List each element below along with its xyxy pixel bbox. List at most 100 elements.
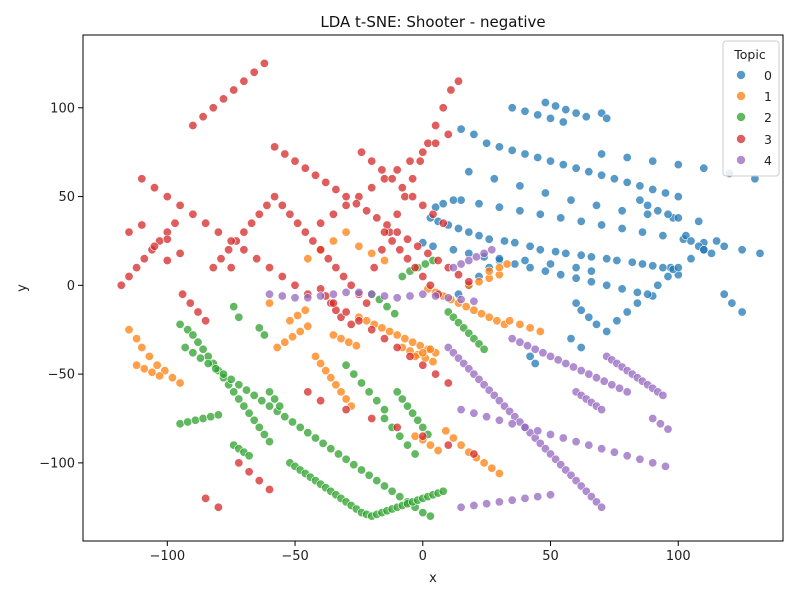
point-topic-4 (622, 387, 632, 397)
point-topic-0 (556, 213, 566, 223)
point-topic-0 (663, 271, 673, 281)
point-topic-3 (264, 484, 274, 494)
point-topic-2 (356, 378, 366, 388)
point-topic-0 (584, 167, 594, 177)
series-topic-4 (264, 245, 673, 512)
point-topic-3 (354, 316, 364, 326)
point-topic-3 (446, 85, 456, 95)
point-topic-1 (132, 360, 142, 370)
point-topic-4 (561, 358, 571, 368)
point-topic-3 (428, 209, 438, 219)
point-topic-4 (469, 296, 479, 306)
point-topic-2 (188, 330, 198, 340)
point-topic-0 (663, 209, 673, 219)
point-topic-3 (433, 255, 443, 265)
point-topic-2 (249, 415, 259, 425)
point-topic-1 (300, 305, 310, 315)
point-topic-3 (377, 165, 387, 175)
point-topic-0 (648, 185, 658, 195)
point-topic-0 (727, 298, 737, 308)
point-topic-0 (448, 195, 458, 205)
point-topic-4 (456, 405, 466, 415)
point-topic-1 (303, 254, 313, 264)
point-topic-2 (364, 470, 374, 480)
point-topic-2 (198, 344, 208, 354)
point-topic-3 (438, 218, 448, 228)
point-topic-0 (586, 266, 596, 276)
point-topic-4 (456, 502, 466, 512)
point-topic-0 (520, 255, 530, 265)
point-topic-4 (545, 351, 555, 361)
point-topic-2 (211, 364, 221, 374)
point-topic-2 (413, 415, 423, 425)
point-topic-3 (418, 271, 428, 281)
point-topic-4 (469, 408, 479, 418)
point-topic-0 (489, 174, 499, 184)
point-topic-3 (395, 245, 405, 255)
point-topic-3 (453, 270, 463, 280)
point-topic-4 (635, 454, 645, 464)
point-topic-3 (328, 209, 338, 219)
point-topic-3 (379, 227, 389, 237)
point-topic-1 (303, 321, 313, 331)
point-topic-1 (492, 316, 502, 326)
point-topic-2 (341, 454, 351, 464)
point-topic-4 (530, 344, 540, 354)
legend-marker-2 (736, 112, 746, 122)
point-topic-1 (144, 351, 154, 361)
point-topic-4 (471, 252, 481, 262)
point-topic-1 (456, 440, 466, 450)
point-topic-2 (372, 476, 382, 486)
point-topic-2 (420, 259, 430, 269)
point-topic-4 (469, 500, 479, 510)
point-topic-2 (364, 387, 374, 397)
point-topic-3 (219, 94, 229, 104)
point-topic-3 (162, 234, 172, 244)
point-topic-3 (418, 360, 428, 370)
point-topic-4 (533, 426, 543, 436)
point-topic-2 (193, 337, 203, 347)
point-topic-2 (198, 413, 208, 423)
point-topic-0 (632, 287, 642, 297)
point-topic-2 (219, 369, 229, 379)
point-topic-0 (653, 206, 663, 216)
point-topic-0 (520, 106, 530, 116)
point-topic-4 (456, 294, 466, 304)
point-topic-4 (607, 380, 617, 390)
point-topic-3 (201, 493, 211, 503)
point-topic-3 (310, 170, 320, 180)
point-topic-1 (341, 394, 351, 404)
point-topic-1 (331, 380, 341, 390)
point-topic-3 (408, 192, 418, 202)
point-topic-2 (244, 451, 254, 461)
point-topic-3 (316, 396, 326, 406)
point-topic-0 (561, 248, 571, 258)
point-topic-1 (448, 433, 458, 443)
point-topic-4 (658, 390, 668, 400)
point-topic-2 (264, 401, 274, 411)
point-topic-3 (423, 248, 433, 258)
point-topic-0 (566, 195, 576, 205)
point-topic-0 (484, 234, 494, 244)
point-topic-3 (277, 200, 287, 210)
point-topic-4 (576, 366, 586, 376)
point-topic-2 (234, 312, 244, 322)
point-topic-2 (379, 481, 389, 491)
point-topic-2 (264, 437, 274, 447)
point-topic-1 (139, 364, 149, 374)
point-topic-0 (535, 245, 545, 255)
point-topic-3 (392, 422, 402, 432)
point-topic-0 (637, 259, 647, 269)
point-topic-0 (635, 195, 645, 205)
point-topic-1 (341, 227, 351, 237)
point-topic-1 (515, 319, 525, 329)
point-topic-4 (648, 458, 658, 468)
point-topic-1 (326, 373, 336, 383)
point-topic-3 (308, 236, 318, 246)
point-topic-0 (507, 103, 517, 113)
point-topic-0 (474, 231, 484, 241)
point-topic-3 (175, 248, 185, 258)
point-topic-0 (576, 250, 586, 260)
point-topic-3 (392, 209, 402, 219)
point-topic-3 (316, 218, 326, 228)
